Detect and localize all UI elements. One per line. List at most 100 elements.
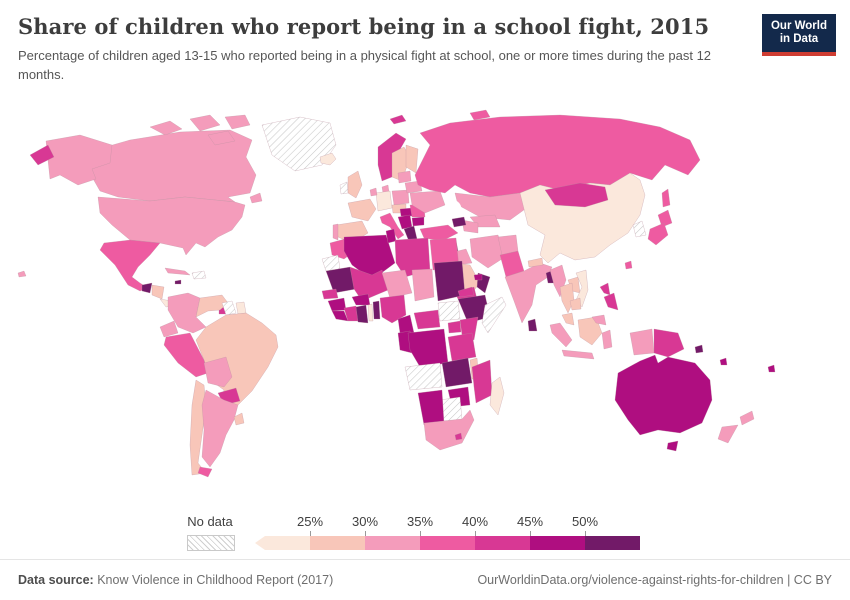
owid-link[interactable]: OurWorldinData.org/violence-against-righ… xyxy=(477,573,832,587)
region-uruguay[interactable] xyxy=(233,412,245,426)
legend-bin[interactable] xyxy=(420,536,475,550)
region-japan-north[interactable] xyxy=(657,209,673,228)
region-south-africa[interactable] xyxy=(423,409,475,451)
region-solomon[interactable] xyxy=(694,344,704,354)
region-eritrea[interactable] xyxy=(457,286,475,298)
region-bolivia[interactable] xyxy=(203,356,233,388)
region-burkina[interactable] xyxy=(351,293,371,306)
legend-bin[interactable] xyxy=(530,536,585,550)
region-tanzania[interactable] xyxy=(447,332,477,362)
region-tunisia[interactable] xyxy=(385,228,397,244)
region-bulgaria[interactable] xyxy=(411,216,425,227)
region-hawaii[interactable] xyxy=(17,270,27,278)
region-nepal[interactable] xyxy=(527,257,544,268)
region-japan-south[interactable] xyxy=(647,222,669,246)
region-sumatra[interactable] xyxy=(549,322,573,348)
region-guinea[interactable] xyxy=(327,297,347,312)
legend-bin[interactable] xyxy=(585,536,640,550)
region-western-sahara[interactable] xyxy=(321,254,341,272)
region-drc[interactable] xyxy=(407,328,449,368)
region-peru[interactable] xyxy=(163,332,209,378)
region-balkans[interactable] xyxy=(397,214,413,230)
region-zambia[interactable] xyxy=(441,357,473,388)
region-vanuatu[interactable] xyxy=(719,357,728,366)
region-tasmania[interactable] xyxy=(666,440,679,452)
region-australia[interactable] xyxy=(614,354,713,436)
region-uk[interactable] xyxy=(347,170,363,199)
region-ghana[interactable] xyxy=(355,304,369,324)
region-sabah[interactable] xyxy=(591,314,607,326)
region-fiji[interactable] xyxy=(767,364,776,373)
region-benin[interactable] xyxy=(372,300,381,320)
region-usa[interactable] xyxy=(97,196,246,256)
no-data-swatch[interactable] xyxy=(187,535,235,551)
region-ecuador[interactable] xyxy=(159,320,179,338)
legend-colorbar[interactable]: 25% 30% 35% 40% 45% 50% xyxy=(255,514,640,550)
region-taiwan[interactable] xyxy=(624,260,633,270)
region-baltics[interactable] xyxy=(397,170,412,184)
region-svalbard[interactable] xyxy=(389,114,407,125)
region-nz-south[interactable] xyxy=(717,424,739,444)
region-italy[interactable] xyxy=(379,212,405,240)
region-suriname[interactable] xyxy=(235,301,247,315)
region-newfoundland[interactable] xyxy=(249,192,263,204)
region-iran[interactable] xyxy=(469,234,506,269)
region-malaysia[interactable] xyxy=(561,312,575,326)
region-niger[interactable] xyxy=(381,269,413,299)
region-novaya-zemlya[interactable] xyxy=(469,109,491,121)
region-uganda[interactable] xyxy=(447,320,462,334)
legend-bin[interactable] xyxy=(310,536,365,550)
region-togo[interactable] xyxy=(367,303,374,322)
region-cuba[interactable] xyxy=(164,267,191,276)
region-guyana[interactable] xyxy=(221,300,237,316)
region-sri-lanka[interactable] xyxy=(527,318,538,332)
region-uae[interactable] xyxy=(473,273,483,281)
region-namibia[interactable] xyxy=(417,389,445,426)
region-iceland[interactable] xyxy=(319,152,337,166)
region-turkey[interactable] xyxy=(419,224,459,242)
region-russia[interactable] xyxy=(414,114,701,198)
region-lesotho[interactable] xyxy=(454,432,463,441)
region-senegal[interactable] xyxy=(321,288,339,300)
region-vietnam[interactable] xyxy=(575,269,589,308)
region-india[interactable] xyxy=(504,262,553,324)
region-finland[interactable] xyxy=(405,144,419,174)
region-arctic-island[interactable] xyxy=(189,114,221,132)
region-venezuela[interactable] xyxy=(195,294,229,318)
region-west-papua[interactable] xyxy=(629,328,655,356)
region-mongolia[interactable] xyxy=(544,182,609,208)
legend-bin[interactable] xyxy=(255,536,310,550)
region-alaska[interactable] xyxy=(45,134,113,186)
region-canada[interactable] xyxy=(69,129,257,203)
region-argentina[interactable] xyxy=(201,389,239,468)
region-sulawesi[interactable] xyxy=(601,329,613,350)
region-benelux[interactable] xyxy=(369,187,378,197)
region-south-sudan[interactable] xyxy=(437,300,461,322)
region-ukraine[interactable] xyxy=(409,190,446,214)
region-jamaica[interactable] xyxy=(174,279,182,285)
region-arctic-island[interactable] xyxy=(149,120,183,136)
region-honduras-nicaragua[interactable] xyxy=(151,284,165,300)
region-germany[interactable] xyxy=(375,190,393,212)
region-sweden[interactable] xyxy=(391,146,411,182)
region-hispaniola[interactable] xyxy=(191,270,207,280)
legend-bin[interactable] xyxy=(365,536,420,550)
region-korea[interactable] xyxy=(632,220,647,238)
region-tierra-del-fuego[interactable] xyxy=(197,466,213,478)
region-nz-north[interactable] xyxy=(739,410,755,426)
region-ireland[interactable] xyxy=(339,181,349,195)
region-sakhalin[interactable] xyxy=(661,188,671,208)
region-mexico[interactable] xyxy=(99,239,161,292)
region-angola[interactable] xyxy=(404,362,443,391)
region-portugal[interactable] xyxy=(332,223,339,241)
region-arctic-island[interactable] xyxy=(224,114,251,130)
region-mozambique[interactable] xyxy=(471,359,493,404)
region-somalia[interactable] xyxy=(481,296,507,334)
region-cambodia[interactable] xyxy=(569,297,582,311)
region-turkmenistan[interactable] xyxy=(461,219,479,234)
region-java[interactable] xyxy=(561,349,595,360)
region-arctic-island[interactable] xyxy=(207,130,236,146)
region-kazakhstan[interactable] xyxy=(454,192,529,221)
region-chad[interactable] xyxy=(411,268,435,302)
region-france[interactable] xyxy=(347,198,377,222)
